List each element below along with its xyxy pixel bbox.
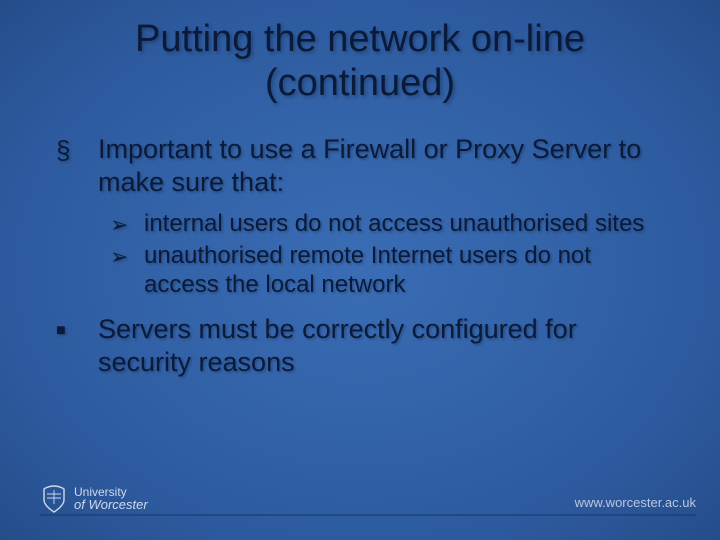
arrow-icon: ➢ — [110, 241, 144, 270]
sub-bullet-text: internal users do not access unauthorise… — [144, 209, 644, 238]
bullet-item: § Important to use a Firewall or Proxy S… — [56, 133, 672, 199]
footer-url: www.worcester.ac.uk — [575, 495, 696, 514]
arrow-icon: ➢ — [110, 209, 144, 238]
sub-bullet-text: unauthorised remote Internet users do no… — [144, 241, 672, 300]
sub-bullet-item: ➢ unauthorised remote Internet users do … — [110, 241, 672, 300]
sub-bullet-item: ➢ internal users do not access unauthori… — [110, 209, 672, 238]
slide: Putting the network on-line (continued) … — [0, 0, 720, 540]
content-area: § Important to use a Firewall or Proxy S… — [0, 105, 720, 379]
crest-icon — [40, 484, 68, 514]
square-mark-icon: ■ — [56, 313, 98, 340]
title-line-2: (continued) — [265, 62, 455, 104]
bullet-item: ■ Servers must be correctly configured f… — [56, 313, 672, 379]
logo-text: University of Worcester — [74, 486, 148, 512]
logo-line-2: of Worcester — [74, 498, 148, 512]
sub-bullet-list: ➢ internal users do not access unauthori… — [56, 209, 672, 299]
bullet-text: Important to use a Firewall or Proxy Ser… — [98, 133, 672, 199]
slide-title: Putting the network on-line (continued) — [0, 0, 720, 105]
university-logo: University of Worcester — [40, 484, 148, 514]
footer-divider — [40, 514, 696, 516]
bullet-text: Servers must be correctly configured for… — [98, 313, 672, 379]
title-line-1: Putting the network on-line — [135, 18, 585, 60]
footer-row: University of Worcester www.worcester.ac… — [40, 484, 696, 514]
section-mark-icon: § — [56, 133, 98, 166]
